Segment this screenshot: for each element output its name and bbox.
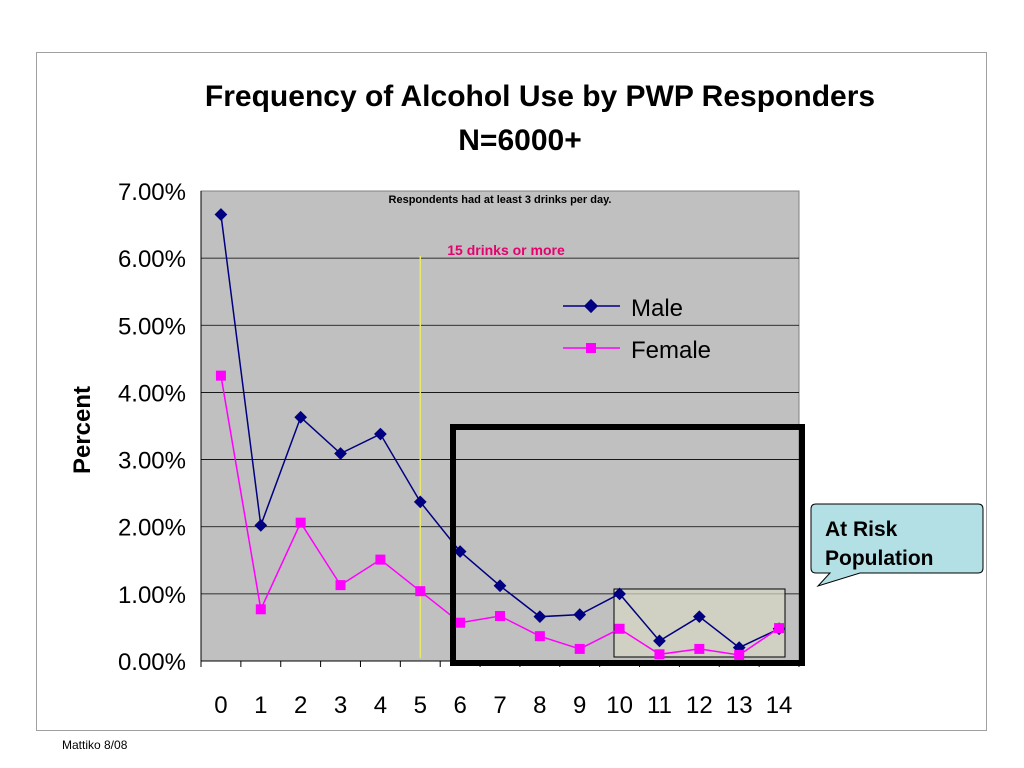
y-tick-label: 1.00% (118, 582, 186, 609)
chart-title: Frequency of Alcohol Use by PWP Responde… (204, 80, 876, 113)
data-point (215, 370, 226, 381)
y-tick-label: 7.00% (118, 179, 186, 206)
data-point (214, 208, 228, 221)
data-point (335, 580, 346, 591)
x-tick-label: 3 (334, 692, 347, 719)
x-tick-labels: 0 1 2 3 4 5 6 7 8 9 10 11 12 13 14 (214, 692, 792, 719)
data-point (614, 623, 625, 634)
x-tick-label: 8 (533, 692, 546, 719)
y-axis-label: Percent (69, 386, 96, 474)
legend-female-marker (586, 343, 596, 353)
threshold-label: 15 drinks or more (447, 242, 565, 258)
callout-text: At Risk Population (825, 515, 975, 573)
top-note: Respondents had at least 3 drinks per da… (389, 194, 612, 206)
data-point (255, 604, 266, 615)
data-point (694, 643, 705, 654)
x-tick-label: 14 (766, 692, 793, 719)
chart-subtitle: N=6000+ (458, 124, 582, 157)
data-point (295, 517, 306, 528)
data-point (413, 495, 427, 509)
data-point (574, 643, 585, 654)
x-tick-label: 2 (294, 692, 307, 719)
y-tick-label: 0.00% (118, 649, 186, 676)
x-tick-label: 1 (254, 692, 267, 719)
x-tick-label: 10 (606, 692, 633, 719)
callout-bubble (810, 503, 984, 588)
x-tick-label: 7 (493, 692, 506, 719)
legend-male-marker (583, 298, 599, 314)
series-lines (214, 208, 786, 660)
footer-credit: Mattiko 8/08 (62, 738, 128, 752)
x-tick-label: 13 (726, 692, 753, 719)
x-tick-label: 6 (453, 692, 466, 719)
data-point (774, 623, 785, 634)
data-point (455, 617, 466, 628)
x-tick-label: 5 (414, 692, 427, 719)
data-point (374, 427, 387, 441)
x-tick-label: 11 (647, 692, 672, 719)
data-point (654, 649, 665, 660)
risk-box (450, 424, 805, 666)
y-tick-labels: 0.00% 1.00% 2.00% 3.00% 4.00% 5.00% 6.00% 7.00% (118, 179, 186, 676)
legend-male-label: Male (631, 295, 683, 322)
data-point (375, 554, 386, 565)
y-tick-label: 5.00% (118, 313, 186, 340)
series-female (215, 370, 785, 660)
callout-line2: Population (825, 547, 934, 570)
y-tick-label: 6.00% (118, 246, 186, 273)
data-point (415, 586, 426, 597)
slide-frame (36, 52, 987, 731)
data-point (734, 649, 745, 660)
y-tick-label: 2.00% (118, 515, 186, 542)
data-point (495, 611, 505, 622)
x-tick-label: 12 (686, 692, 713, 719)
data-point (334, 447, 347, 460)
legend-female-label: Female (631, 337, 711, 364)
data-point (294, 410, 308, 424)
y-tick-label: 3.00% (118, 448, 186, 475)
legend: Male Female (563, 295, 711, 364)
callout-line1: At Risk (825, 518, 898, 541)
x-tick-label: 4 (374, 692, 387, 719)
y-tick-label: 4.00% (118, 380, 186, 407)
x-tick-label: 9 (573, 692, 586, 719)
data-point (534, 631, 545, 642)
x-tick-label: 0 (214, 692, 227, 719)
